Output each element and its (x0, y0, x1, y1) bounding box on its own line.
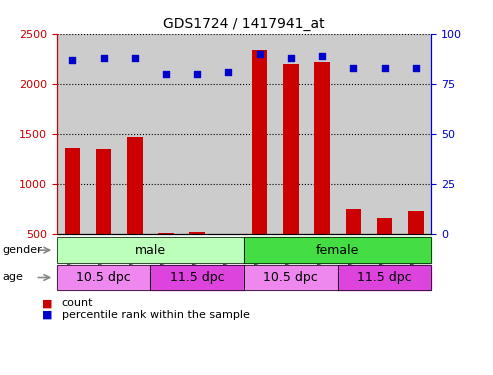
Text: ■: ■ (41, 298, 52, 308)
Bar (275, 34, 307, 234)
Text: female: female (316, 244, 359, 256)
Bar (150, 34, 181, 234)
Point (131, 55, 139, 61)
Bar (213, 34, 244, 234)
Bar (189, 232, 205, 234)
Text: ■: ■ (41, 310, 52, 320)
Point (224, 69, 232, 75)
Bar (181, 34, 213, 234)
Point (193, 71, 201, 77)
Bar (119, 34, 150, 234)
Bar (408, 211, 423, 234)
Bar (158, 233, 174, 234)
Point (412, 65, 420, 71)
Bar (315, 62, 330, 234)
Bar (96, 149, 111, 234)
Bar (221, 234, 236, 239)
Bar (400, 34, 431, 234)
Point (100, 55, 107, 61)
Point (381, 65, 388, 71)
Point (318, 53, 326, 59)
Bar (346, 209, 361, 234)
Bar (252, 50, 267, 234)
Point (350, 65, 357, 71)
Text: 10.5 dpc: 10.5 dpc (263, 271, 318, 284)
Text: count: count (62, 298, 93, 308)
Text: 11.5 dpc: 11.5 dpc (357, 271, 412, 284)
Bar (88, 34, 119, 234)
Bar (127, 137, 142, 234)
Text: 11.5 dpc: 11.5 dpc (170, 271, 224, 284)
Title: GDS1724 / 1417941_at: GDS1724 / 1417941_at (163, 17, 325, 32)
Point (69, 57, 76, 63)
Text: gender: gender (2, 245, 42, 255)
Bar (57, 34, 88, 234)
Bar (244, 34, 275, 234)
Text: male: male (135, 244, 166, 256)
Bar (377, 218, 392, 234)
Point (162, 71, 170, 77)
Bar (283, 64, 299, 234)
Bar (65, 148, 80, 234)
Text: 10.5 dpc: 10.5 dpc (76, 271, 131, 284)
Bar (338, 34, 369, 234)
Point (287, 55, 295, 61)
Point (256, 51, 264, 57)
Bar (307, 34, 338, 234)
Bar (369, 34, 400, 234)
Text: age: age (2, 273, 23, 282)
Text: percentile rank within the sample: percentile rank within the sample (62, 310, 249, 320)
